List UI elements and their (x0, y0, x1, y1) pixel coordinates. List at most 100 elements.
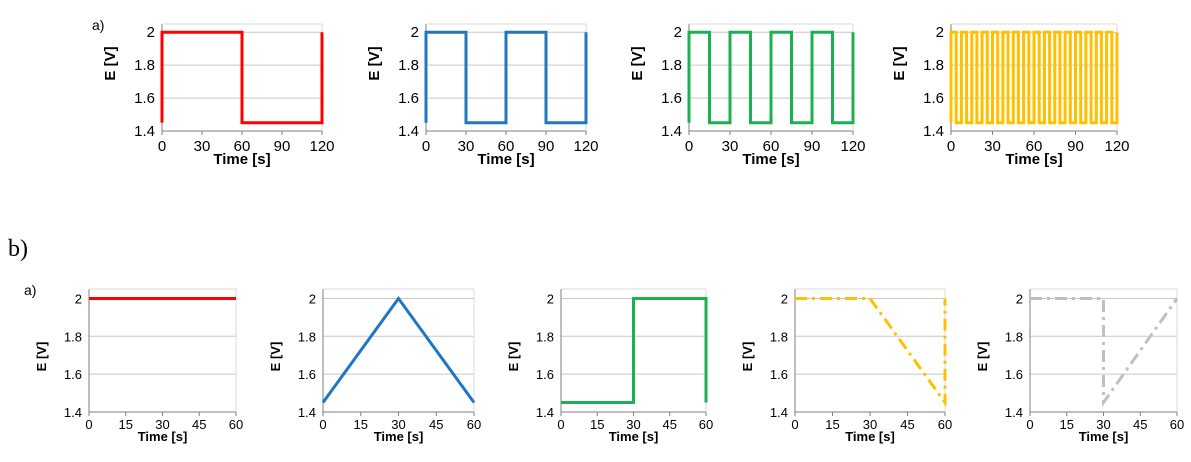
x-tick-label: 30 (194, 138, 211, 155)
y-tick-label: 2 (936, 24, 944, 41)
y-axis-title: E [V] (366, 46, 383, 80)
x-tick-label: 30 (626, 417, 640, 432)
chart-b1: 0 15 30 45 60 1.4 1.6 1.8 2 Time [s] E [V] a) (24, 282, 243, 444)
x-tick-label: 45 (1133, 417, 1147, 432)
x-tick-label: 30 (863, 417, 877, 432)
x-tick-label: 60 (1026, 138, 1043, 155)
y-tick-label: 2 (147, 24, 155, 41)
y-tick-label: 1.4 (64, 405, 82, 420)
x-tick-label: 30 (391, 417, 405, 432)
y-tick-label: 1.8 (134, 57, 155, 74)
y-tick-label: 1.8 (661, 57, 682, 74)
x-tick-label: 90 (274, 138, 291, 155)
chart-b5: 0 15 30 45 60 1.4 1.6 1.8 2 Time [s] E [V] (975, 288, 1184, 444)
y-tick-label: 1.8 (1005, 329, 1023, 344)
y-axis-title: E [V] (740, 342, 755, 372)
x-tick-label: 45 (900, 417, 914, 432)
y-tick-label: 1.6 (134, 90, 155, 107)
y-tick-label: 2 (309, 291, 316, 306)
y-tick-label: 1.4 (1005, 405, 1023, 420)
series-line (795, 297, 947, 408)
y-tick-label: 2 (1016, 291, 1023, 306)
y-tick-label: 1.8 (923, 57, 944, 74)
y-tick-label: 1.6 (298, 367, 316, 382)
y-tick-label: 2 (674, 24, 682, 41)
series-line (160, 30, 324, 125)
chart-a2: 0 30 60 90 120 1.4 1.6 1.8 2 Time [s] E [V] (366, 23, 599, 168)
x-tick-label: 0 (1026, 417, 1033, 432)
x-tick-label: 15 (354, 417, 368, 432)
series-line (321, 295, 476, 404)
panel-label: a) (92, 17, 104, 33)
x-tick-label: 60 (763, 138, 780, 155)
x-tick-label: 45 (192, 417, 206, 432)
y-axis-title: E [V] (629, 46, 646, 80)
chart-b2: 0 15 30 45 60 1.4 1.6 1.8 2 Time [s] E [V] (268, 288, 481, 444)
y-tick-label: 2 (781, 291, 788, 306)
series-line (687, 30, 855, 125)
y-tick-label: 1.8 (64, 329, 82, 344)
x-tick-label: 15 (119, 417, 133, 432)
y-axis-title: E [V] (975, 342, 990, 372)
x-axis-title: Time [s] (609, 429, 659, 444)
x-tick-label: 15 (825, 417, 839, 432)
y-axis-title: E [V] (268, 342, 283, 372)
x-tick-label: 60 (699, 417, 713, 432)
x-tick-label: 60 (498, 138, 515, 155)
y-tick-label: 1.6 (398, 90, 419, 107)
series-line (424, 30, 588, 125)
x-axis-title: Time [s] (845, 429, 895, 444)
x-axis-title: Time [s] (1079, 429, 1129, 444)
x-tick-label: 0 (158, 138, 166, 155)
x-tick-label: 0 (685, 138, 693, 155)
x-tick-label: 45 (429, 417, 443, 432)
x-tick-label: 60 (467, 417, 481, 432)
x-tick-label: 30 (1096, 417, 1110, 432)
x-axis-title: Time [s] (374, 429, 424, 444)
chart-a1: 0 30 60 90 120 1.4 1.6 1.8 2 Time [s] E [V] a) (92, 17, 335, 168)
x-tick-label: 30 (155, 417, 169, 432)
x-tick-label: 0 (791, 417, 798, 432)
y-tick-label: 1.8 (536, 329, 554, 344)
y-tick-label: 1.4 (770, 405, 788, 420)
x-tick-label: 30 (458, 138, 475, 155)
x-tick-label: 60 (1170, 417, 1184, 432)
y-tick-label: 2 (75, 291, 82, 306)
chart-a4: 0 30 60 90 120 1.4 1.6 1.8 2 Time [s] E [V] (891, 23, 1130, 168)
y-tick-label: 1.6 (64, 367, 82, 382)
x-tick-label: 0 (422, 138, 430, 155)
y-tick-label: 1.8 (398, 57, 419, 74)
x-tick-label: 120 (1104, 138, 1129, 155)
y-tick-label: 1.6 (770, 367, 788, 382)
chart-b4: 0 15 30 45 60 1.4 1.6 1.8 2 Time [s] E [V] (740, 288, 952, 444)
x-axis-title: Time [s] (742, 151, 799, 168)
y-tick-label: 1.4 (923, 123, 944, 140)
x-tick-label: 120 (309, 138, 334, 155)
x-tick-label: 120 (573, 138, 598, 155)
x-tick-label: 0 (947, 138, 955, 155)
x-tick-label: 15 (1060, 417, 1074, 432)
x-axis-title: Time [s] (1005, 151, 1062, 168)
series-line (1030, 297, 1179, 408)
y-tick-label: 2 (547, 291, 554, 306)
y-tick-label: 1.4 (298, 405, 316, 420)
y-axis-title: E [V] (34, 342, 49, 372)
y-tick-label: 1.8 (770, 329, 788, 344)
y-tick-label: 1.4 (536, 405, 554, 420)
y-tick-label: 1.6 (536, 367, 554, 382)
panel-label: a) (24, 282, 36, 298)
x-tick-label: 90 (804, 138, 821, 155)
x-tick-label: 30 (984, 138, 1001, 155)
series-line (561, 297, 708, 404)
y-tick-label: 1.4 (134, 123, 155, 140)
chart-a3: 0 30 60 90 120 1.4 1.6 1.8 2 Time [s] E [V] (629, 23, 866, 168)
x-axis-title: Time [s] (138, 429, 188, 444)
x-tick-label: 30 (722, 138, 739, 155)
x-tick-label: 60 (938, 417, 952, 432)
x-tick-label: 60 (234, 138, 251, 155)
y-tick-label: 2 (411, 24, 419, 41)
x-tick-label: 45 (663, 417, 677, 432)
y-tick-label: 1.4 (398, 123, 419, 140)
x-axis-title: Time [s] (213, 151, 270, 168)
